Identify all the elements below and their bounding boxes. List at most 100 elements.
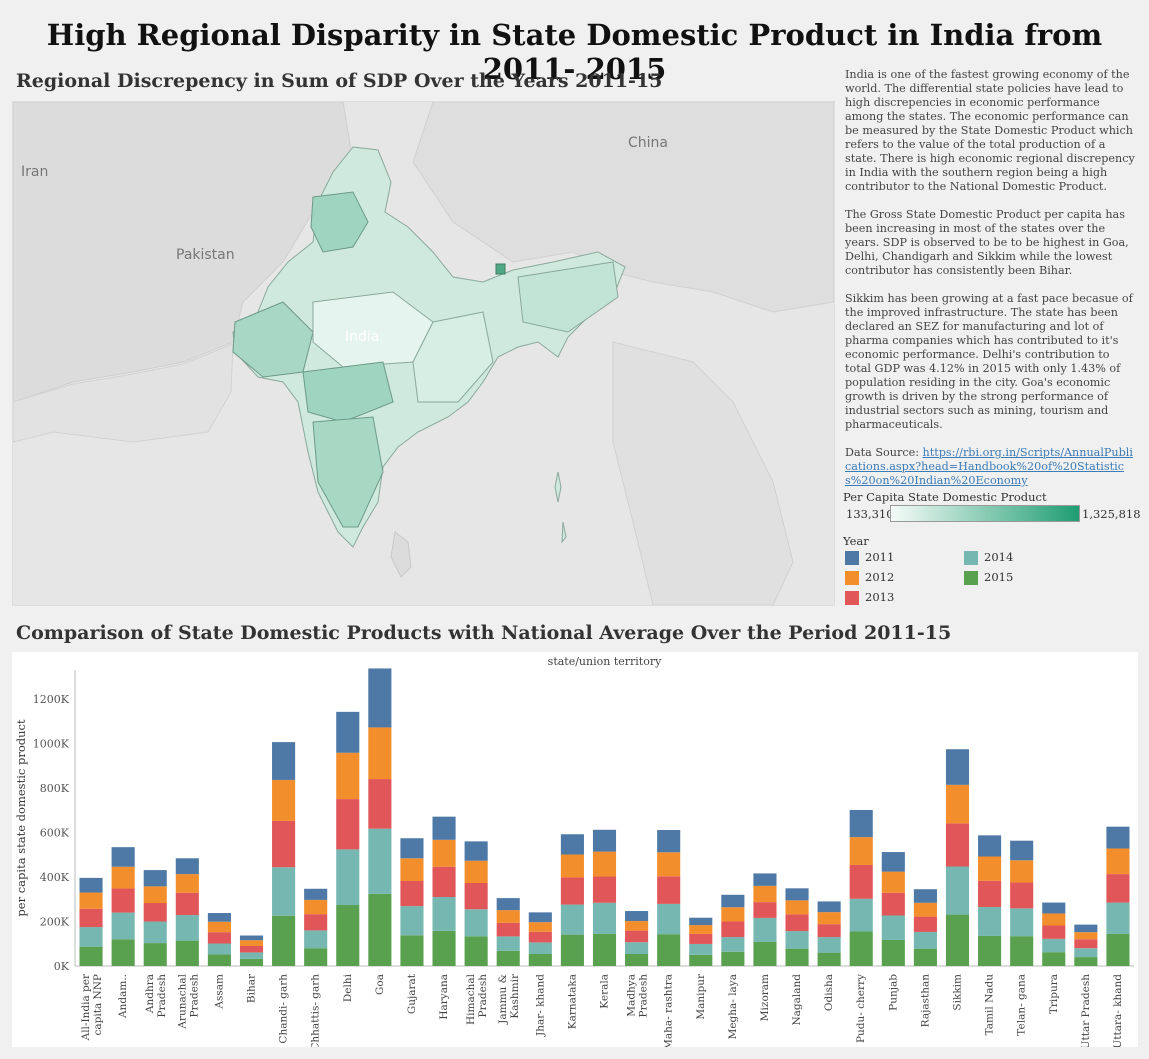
x-tick-label-line: Uttar Pradesh xyxy=(1080,974,1092,1047)
year-legend-label: 2013 xyxy=(865,590,895,604)
bar-segment-2015 xyxy=(945,914,970,966)
bar-segment-2012 xyxy=(881,871,905,893)
bar-segment-2011 xyxy=(560,834,584,855)
x-tick-label: Chhattis- garh xyxy=(310,974,322,1047)
bar-segment-2012 xyxy=(79,892,103,909)
color-legend-max: 1,325,818 xyxy=(1082,507,1141,521)
year-legend-item-2013[interactable]: 2013 xyxy=(845,589,894,605)
year-legend-item-2014[interactable]: 2014 xyxy=(964,549,1013,565)
bar-segment-2011 xyxy=(881,852,905,872)
bar-segment-2014 xyxy=(978,907,1002,936)
bar-segment-2013 xyxy=(400,880,424,907)
bar-segment-2013 xyxy=(1106,874,1130,903)
state-south xyxy=(312,416,384,528)
bar-segment-2014 xyxy=(945,866,970,915)
bar-segment-2012 xyxy=(400,858,424,881)
data-source-link[interactable]: https://rbi.org.in/Scripts/AnnualPublica… xyxy=(845,446,1133,487)
bar-segment-2012 xyxy=(143,886,167,904)
bar-segment-2015 xyxy=(881,939,905,966)
x-tick-label-line: Andhra xyxy=(144,974,156,1014)
x-tick-label-line: Kerala xyxy=(599,974,611,1009)
data-source: Data Source: https://rbi.org.in/Scripts/… xyxy=(845,446,1135,488)
bar-segment-2012 xyxy=(111,866,135,889)
bar-segment-2013 xyxy=(785,914,809,932)
bar-segment-2012 xyxy=(625,921,649,931)
bar-segment-2014 xyxy=(785,931,809,949)
x-tick-label: Delhi xyxy=(342,973,354,1002)
bar-segment-2013 xyxy=(432,866,456,898)
bar-segment-2014 xyxy=(111,912,135,940)
x-tick-label-line: Pradesh xyxy=(156,974,168,1018)
bar-segment-2015 xyxy=(1074,957,1098,966)
bar-segment-2011 xyxy=(978,835,1002,857)
bar-segment-2015 xyxy=(528,953,552,966)
bar-segment-2013 xyxy=(143,903,167,922)
year-legend-item-2012[interactable]: 2012 xyxy=(845,569,894,585)
x-tick-label-line: Pradesh xyxy=(638,974,650,1018)
bar-segment-2014 xyxy=(272,867,296,916)
bar-segment-2012 xyxy=(721,907,745,922)
bar-segment-2015 xyxy=(625,953,649,966)
y-tick-label: 200K xyxy=(40,915,70,928)
x-tick-label: Tripura xyxy=(1048,974,1060,1014)
x-tick-label: HimachalPradesh xyxy=(465,973,489,1025)
y-tick-label: 400K xyxy=(40,871,70,884)
bar-segment-2011 xyxy=(817,901,841,913)
bar-segment-2014 xyxy=(464,909,488,937)
map-section-title: Regional Discrepency in Sum of SDP Over … xyxy=(16,70,663,92)
bar-segment-2015 xyxy=(111,939,135,966)
x-tick-label-line: Arunachal xyxy=(176,973,188,1029)
y-tick-label: 1200K xyxy=(33,693,70,706)
x-tick-label: Goa xyxy=(374,974,386,995)
bar-segment-2015 xyxy=(79,946,103,966)
bar-segment-2012 xyxy=(464,860,488,883)
x-tick-label: Uttara- khand xyxy=(1112,974,1124,1047)
bar-segment-2011 xyxy=(657,830,681,853)
x-tick-label: Kerala xyxy=(599,974,611,1009)
bar-segment-2013 xyxy=(817,924,841,938)
bar-segment-2011 xyxy=(913,889,937,903)
x-tick-label-line: Rajasthan xyxy=(919,974,931,1028)
bar-segment-2013 xyxy=(207,932,231,944)
bar-segment-2014 xyxy=(304,930,328,949)
x-tick-label-line: All-India per xyxy=(80,973,92,1041)
bar-segment-2013 xyxy=(336,799,360,850)
state-sikkim xyxy=(495,263,506,275)
x-tick-label-line: Tamil Nadu xyxy=(984,974,996,1036)
bar-segment-2015 xyxy=(1010,936,1034,966)
bar-segment-2012 xyxy=(175,874,199,893)
x-tick-label-line: Bihar xyxy=(246,973,258,1003)
x-tick-label: AndhraPradesh xyxy=(144,974,168,1018)
bar-segment-2011 xyxy=(464,841,488,861)
bar-segment-2015 xyxy=(496,950,520,966)
color-legend-title: Per Capita State Domestic Product xyxy=(843,490,1047,504)
x-tick-label-line: Madhya xyxy=(626,974,638,1017)
choropleth-map[interactable]: Iran Pakistan China India xyxy=(12,101,835,606)
x-tick-label-line: Manipur xyxy=(695,973,707,1020)
x-tick-label: Jhar- khand xyxy=(534,974,546,1037)
bar-segment-2015 xyxy=(1106,933,1130,966)
map-label-india: India xyxy=(345,329,380,345)
year-legend-item-2011[interactable]: 2011 xyxy=(845,549,894,565)
state-north xyxy=(310,191,369,253)
x-tick-label-line: Andam.. xyxy=(117,974,129,1019)
dashboard-title: High Regional Disparity in State Domesti… xyxy=(46,18,1103,86)
bar-segment-2013 xyxy=(881,892,905,916)
y-tick-label: 800K xyxy=(40,782,70,795)
bar-segment-2015 xyxy=(207,954,231,966)
x-tick-label: ArunachalPradesh xyxy=(176,973,200,1029)
bar-segment-2012 xyxy=(304,899,328,915)
bar-segment-2011 xyxy=(1106,826,1130,849)
bar-segment-2012 xyxy=(849,837,873,865)
bar-segment-2014 xyxy=(721,937,745,952)
x-tick-label-line: Mizoram xyxy=(759,974,771,1021)
bar-segment-2014 xyxy=(528,942,552,954)
map-label-pakistan: Pakistan xyxy=(176,247,235,263)
bar-segment-2014 xyxy=(849,898,873,932)
x-tick-label-line: Uttara- khand xyxy=(1112,974,1124,1047)
bar-segment-2013 xyxy=(689,933,713,944)
year-legend-item-2015[interactable]: 2015 xyxy=(964,569,1013,585)
y-tick-label: 1000K xyxy=(33,737,70,750)
bar-segment-2013 xyxy=(464,882,488,910)
x-tick-label: Karnataka xyxy=(566,974,578,1029)
